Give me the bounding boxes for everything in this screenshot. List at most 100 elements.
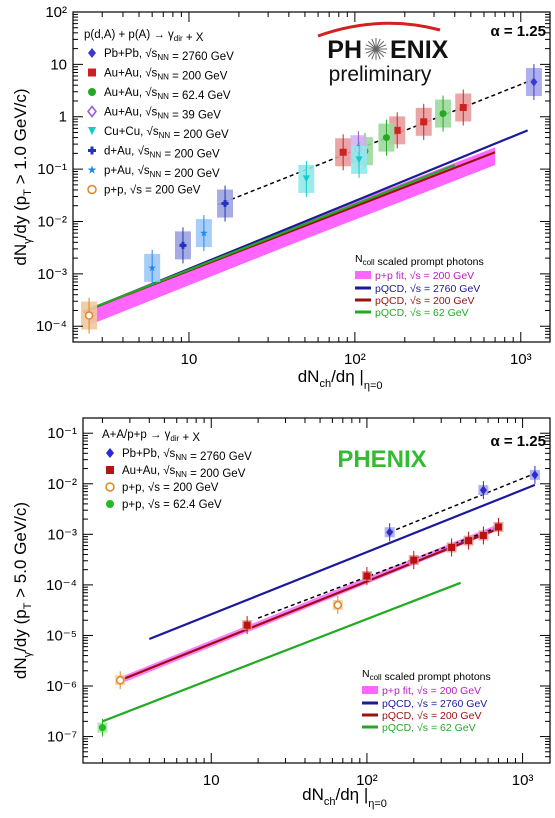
data-point xyxy=(494,523,502,531)
legend-band-swatch xyxy=(362,686,378,694)
x-tick-label: 10 xyxy=(203,772,220,789)
legend-label: d+Au, √sNN = 200 GeV xyxy=(104,145,220,161)
y-axis-label: dNγ/dy (pT > 1.0 GeV/c) xyxy=(11,88,34,265)
y-axis-label: dNγ/dy (pT > 5.0 GeV/c) xyxy=(11,502,34,679)
logo-arc xyxy=(317,21,441,38)
x-tick-label: 10 xyxy=(181,351,198,368)
y-tick-label: 10⁻⁴ xyxy=(36,318,67,335)
logo-text-left: PH xyxy=(327,36,362,64)
data-point xyxy=(393,126,401,134)
legend-marker xyxy=(88,68,96,77)
data-point xyxy=(333,600,343,610)
y-tick-label: 10⁻⁵ xyxy=(46,627,77,644)
phenix-logo: PHENIX xyxy=(337,446,426,473)
data-point xyxy=(479,531,487,539)
logo-star-ray xyxy=(371,48,377,60)
legend-curve-label: pQCD, √s = 200 GeV xyxy=(382,710,481,722)
logo-star-ray xyxy=(375,48,385,58)
legend-label: p+p, √s = 200 GeV xyxy=(122,481,219,494)
alpha-label: α = 1.25 xyxy=(490,433,546,450)
data-point xyxy=(531,470,539,480)
legend-curve-label: pQCD, √s = 2760 GeV xyxy=(382,698,487,710)
data-point xyxy=(465,537,473,545)
logo-star-ray xyxy=(375,38,381,50)
legend-marker xyxy=(87,105,97,118)
legend-curve-label: pQCD, √s = 62 GeV xyxy=(382,722,476,734)
x-axis-label: dNch/dη |η=0 xyxy=(298,367,383,392)
logo-star-ray xyxy=(367,48,377,58)
data-point xyxy=(420,118,428,126)
data-point xyxy=(115,675,125,685)
data-point xyxy=(479,485,487,495)
legend-band-label: p+p fit, √s = 200 GeV xyxy=(382,685,481,697)
y-tick-label: 10⁻⁴ xyxy=(46,577,77,594)
data-point xyxy=(448,543,456,551)
x-tick-label: 10³ xyxy=(512,772,534,789)
data-point xyxy=(382,134,390,142)
pqcd-curve xyxy=(102,581,462,723)
data-point xyxy=(84,311,94,320)
legend-marker xyxy=(88,48,96,58)
pqcd-curve xyxy=(82,163,456,313)
data-point xyxy=(363,572,371,580)
legend-marker xyxy=(88,127,96,135)
legend-marker xyxy=(106,500,114,508)
y-tick-label: 10² xyxy=(45,4,67,21)
pqcd-curve xyxy=(119,527,499,682)
data-point xyxy=(200,229,208,237)
legend-band-label: p+p fit, √s = 200 GeV xyxy=(375,270,474,282)
y-tick-label: 10⁻⁶ xyxy=(46,678,77,695)
logo-star-ray xyxy=(375,48,387,54)
data-point xyxy=(410,556,418,564)
data-point xyxy=(530,77,538,87)
logo-star-ray xyxy=(375,48,381,60)
logo-star-ray xyxy=(367,40,377,50)
legend-band-swatch xyxy=(355,271,371,279)
logo-star-ray xyxy=(365,48,377,54)
bottom-legend-header: Ncoll scaled prompt photons xyxy=(362,668,491,683)
legend-marker xyxy=(87,165,97,174)
plot-frame xyxy=(82,417,551,764)
logo-star-ray xyxy=(371,38,377,50)
y-tick-label: 10⁻¹ xyxy=(47,425,77,442)
data-point xyxy=(439,110,447,118)
data-point xyxy=(179,241,187,249)
bottom-panel: 10 10² 10³ 10⁻⁷ 10⁻⁶ 10⁻⁵ 10⁻⁴ 10⁻³ 10⁻² 10⁻¹ dNch… xyxy=(11,417,551,810)
legend-header: A+A/p+p → γdir + X xyxy=(102,429,200,444)
legend-marker xyxy=(106,466,114,474)
logo-text-right: ENIX xyxy=(390,36,449,64)
logo-star-ray xyxy=(375,44,387,50)
legend-curve-label: pQCD, √s = 62 GeV xyxy=(375,307,469,319)
legend-marker xyxy=(87,184,97,195)
y-tick-label: 10⁻² xyxy=(47,476,77,493)
data-point xyxy=(386,527,394,537)
x-tick-label: 10³ xyxy=(510,351,532,368)
legend-marker xyxy=(106,448,114,458)
legend-curve-label: pQCD, √s = 2760 GeV xyxy=(375,283,480,295)
legend-label: Pb+Pb, √sNN = 2760 GeV xyxy=(104,47,234,63)
legend-marker xyxy=(88,146,96,155)
legend-marker xyxy=(105,482,115,492)
legend-label: Au+Au, √sNN = 39 GeV xyxy=(104,106,221,122)
alpha-label: α = 1.25 xyxy=(490,23,546,40)
y-tick-label: 10⁻¹ xyxy=(37,161,67,178)
legend-curve-label: pQCD, √s = 200 GeV xyxy=(375,295,474,307)
pqcd-curve xyxy=(148,483,536,641)
data-point xyxy=(243,621,251,629)
power-law-fit xyxy=(257,526,499,619)
logo-star-ray xyxy=(365,44,377,50)
x-tick-label: 10² xyxy=(344,351,366,368)
y-tick-label: 10⁻⁷ xyxy=(47,729,77,746)
legend-label: Au+Au, √sNN = 62.4 GeV xyxy=(104,86,231,102)
y-tick-label: 1 xyxy=(59,109,67,126)
legend-label: Cu+Cu, √sNN = 200 GeV xyxy=(104,125,229,141)
legend-label: p+p, √s = 200 GeV xyxy=(104,184,201,197)
y-tick-label: 10⁻³ xyxy=(37,266,67,283)
y-tick-label: 10⁻³ xyxy=(47,526,77,543)
bottom-legend-header: Ncoll scaled prompt photons xyxy=(355,253,484,268)
data-point xyxy=(355,156,363,164)
y-tick-label: 10⁻² xyxy=(37,213,67,230)
legend-marker xyxy=(88,88,96,96)
data-point xyxy=(459,104,467,112)
